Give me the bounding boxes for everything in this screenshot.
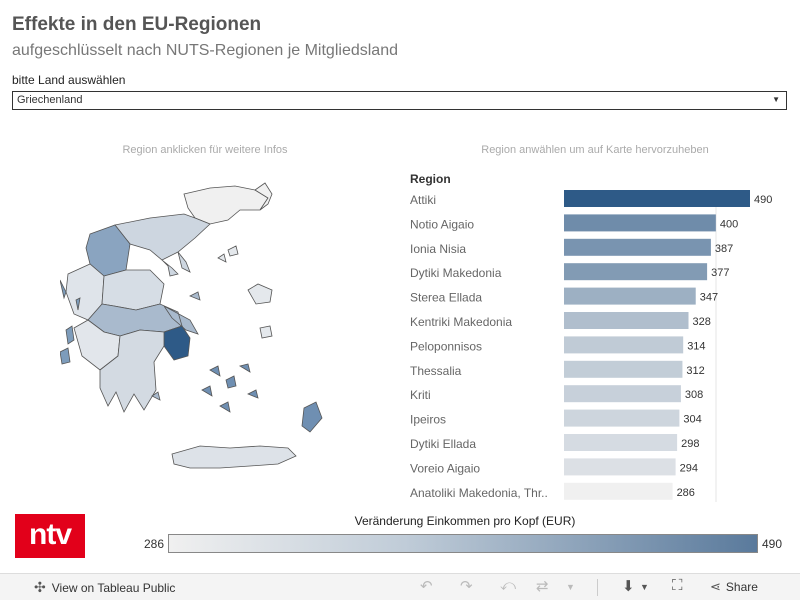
- bar-value-label: 294: [680, 462, 698, 474]
- tableau-toolbar: ✣ View on Tableau Public ↶ ↷ ⤺ ⇄ ▼ ⬇ ▼ ⛶ …: [0, 573, 800, 600]
- map-region-chalkidiki[interactable]: [161, 251, 191, 277]
- page-subtitle: aufgeschlüsselt nach NUTS-Regionen je Mi…: [12, 42, 398, 59]
- map-region-notio-aigaio[interactable]: [201, 363, 323, 433]
- country-select-value: Griechenland: [17, 94, 83, 106]
- region-label[interactable]: Kriti: [410, 388, 431, 402]
- map-region-euboea-islands[interactable]: [151, 291, 201, 401]
- region-bar[interactable]: [564, 238, 711, 256]
- region-label[interactable]: Ipeiros: [410, 413, 446, 427]
- bar-value-label: 312: [686, 365, 704, 377]
- page-title: Effekte in den EU-Regionen: [12, 14, 262, 35]
- region-label[interactable]: Kentriki Makedonia: [410, 315, 512, 329]
- legend-min: 286: [143, 537, 164, 551]
- map-region-anatoliki-makedonia[interactable]: [183, 185, 269, 225]
- legend-max: 490: [762, 537, 783, 551]
- region-bar[interactable]: [564, 482, 673, 500]
- bar-value-label: 304: [683, 414, 701, 426]
- country-select-label: bitte Land auswählen: [12, 73, 126, 87]
- region-bar[interactable]: [564, 360, 683, 378]
- bar-value-label: 298: [681, 438, 699, 450]
- chart-hint: Region anwählen um auf Karte hervorzuheb…: [481, 144, 709, 156]
- region-label[interactable]: Ionia Nisia: [410, 242, 466, 256]
- map-hint: Region anklicken für weitere Infos: [122, 144, 288, 156]
- region-label[interactable]: Thessalia: [410, 364, 462, 378]
- region-bar[interactable]: [564, 263, 708, 281]
- region-bar[interactable]: [564, 336, 684, 354]
- country-select[interactable]: Griechenland ▼: [12, 91, 787, 110]
- undo-icon[interactable]: ↶: [420, 578, 433, 595]
- region-bar[interactable]: [564, 458, 676, 476]
- bar-value-label: 308: [685, 389, 703, 401]
- bar-value-label: 377: [711, 267, 729, 279]
- bar-value-label: 328: [693, 316, 711, 328]
- share-button[interactable]: ⋖ Share: [710, 579, 758, 595]
- region-label[interactable]: Dytiki Makedonia: [410, 266, 502, 280]
- chevron-down-icon[interactable]: ▼: [640, 582, 649, 592]
- bar-value-label: 286: [677, 487, 695, 499]
- chevron-down-icon[interactable]: ▼: [566, 582, 575, 592]
- map-region-peloponnisos[interactable]: [99, 329, 165, 413]
- map-region-kriti[interactable]: [171, 445, 297, 469]
- share-label: Share: [725, 580, 758, 594]
- share-icon: ⋖: [710, 579, 721, 594]
- region-bar[interactable]: [564, 190, 750, 207]
- map-region-attiki[interactable]: [163, 325, 191, 361]
- map-region-kentriki-makedonia[interactable]: [114, 213, 211, 261]
- region-map[interactable]: [60, 180, 350, 480]
- region-label[interactable]: Attiki: [410, 193, 436, 207]
- toolbar-divider: [597, 579, 598, 596]
- region-bar-chart: Attiki 490 Notio Aigaio 400 Ionia Nisia 387 Dy…: [400, 168, 790, 502]
- view-on-tableau-public-link[interactable]: ✣ View on Tableau Public: [34, 579, 175, 596]
- region-label[interactable]: Peloponnisos: [410, 339, 482, 353]
- legend-title: Veränderung Einkommen pro Kopf (EUR): [354, 514, 576, 528]
- region-bar[interactable]: [564, 214, 716, 232]
- download-icon[interactable]: ⬇: [622, 578, 635, 595]
- bar-value-label: 347: [700, 292, 718, 304]
- region-bar[interactable]: [564, 312, 689, 329]
- chart-column-header: Region: [410, 172, 451, 186]
- region-bar[interactable]: [564, 385, 681, 403]
- ntv-logo: ntv: [15, 514, 85, 558]
- region-label[interactable]: Voreio Aigaio: [410, 461, 480, 475]
- bar-value-label: 400: [720, 218, 738, 230]
- region-bar[interactable]: [564, 409, 680, 427]
- map-region-ionia-nisia[interactable]: [60, 279, 81, 365]
- redo-icon[interactable]: ↷: [460, 578, 473, 595]
- tableau-logo-icon: ✣: [34, 579, 46, 595]
- region-bar[interactable]: [564, 434, 678, 451]
- revert-icon[interactable]: ⤺: [500, 577, 517, 594]
- region-label[interactable]: Dytiki Ellada: [410, 437, 476, 451]
- bar-value-label: 387: [715, 243, 733, 255]
- legend-color-ramp: [168, 534, 758, 553]
- view-on-tableau-public-label: View on Tableau Public: [51, 581, 176, 595]
- region-bar[interactable]: [564, 287, 696, 305]
- fullscreen-icon[interactable]: ⛶: [672, 577, 683, 594]
- bar-chart-svg: Attiki 490 Notio Aigaio 400 Ionia Nisia 387 Dy…: [410, 190, 772, 502]
- region-label[interactable]: Notio Aigaio: [410, 217, 474, 231]
- map-region-thessalia[interactable]: [101, 269, 165, 311]
- map-region-ostthrakien[interactable]: [254, 182, 273, 211]
- region-label[interactable]: Sterea Ellada: [410, 291, 482, 305]
- bar-value-label: 490: [754, 194, 772, 206]
- region-label[interactable]: Anatoliki Makedonia, Thr..: [410, 486, 548, 500]
- refresh-icon[interactable]: ⇄: [536, 578, 549, 595]
- map-region-voreio-aigaio[interactable]: [217, 245, 273, 339]
- chevron-down-icon: ▼: [772, 95, 780, 104]
- bar-value-label: 314: [687, 340, 705, 352]
